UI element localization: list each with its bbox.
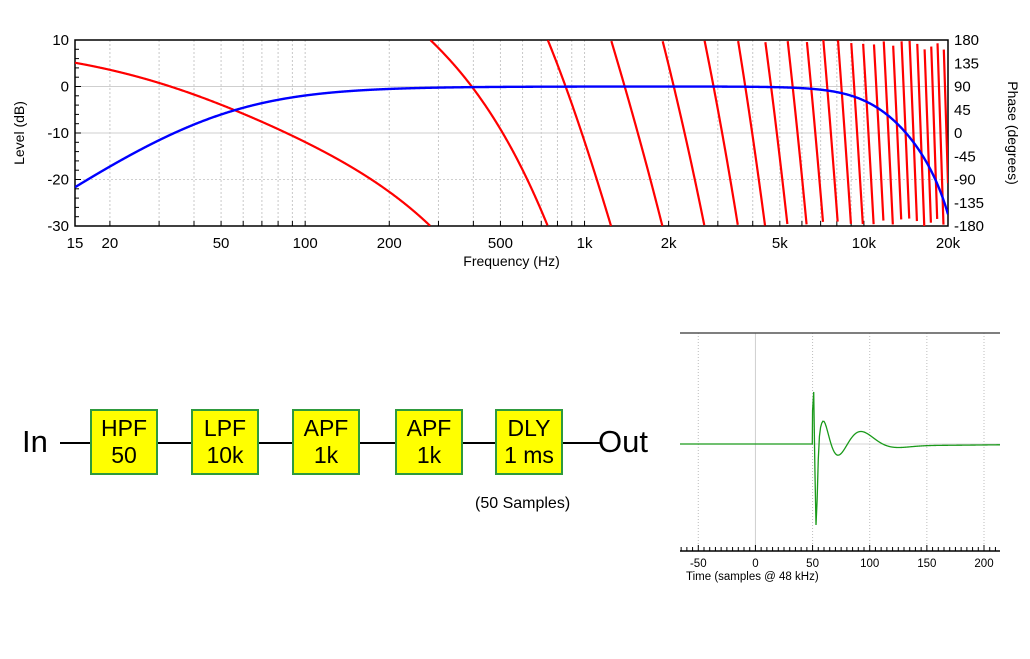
delay-samples-note: (50 Samples) <box>475 495 571 512</box>
phase-curve-segment <box>737 40 767 226</box>
phase-curve-segment <box>900 41 911 219</box>
block-type: APF <box>303 415 349 441</box>
block-value: 50 <box>111 442 137 468</box>
block-type: HPF <box>101 415 147 441</box>
x-tick-label: 50 <box>213 235 230 252</box>
x-tick-label: 5k <box>772 235 788 252</box>
phase-curve-segment <box>786 41 808 225</box>
phase-curve-segment <box>862 43 875 225</box>
block-apf-2: APF 1k <box>395 409 463 475</box>
y-tick-label: -30 <box>47 218 69 235</box>
block-type: DLY <box>507 415 551 441</box>
x-tick-label: 100 <box>860 558 879 570</box>
x-axis-title: Time (samples @ 48 kHz) <box>686 571 819 583</box>
x-tick-label: 500 <box>488 235 513 252</box>
block-value: 1k <box>416 442 442 468</box>
y2-tick-label: -180 <box>954 218 984 235</box>
y-tick-label: 0 <box>61 79 69 96</box>
x-tick-label: 200 <box>974 558 993 570</box>
x-tick-label: 200 <box>377 235 402 252</box>
block-delay: DLY 1 ms <box>495 409 563 475</box>
y2-tick-label: 180 <box>954 32 979 49</box>
y-tick-label: -10 <box>47 125 69 142</box>
phase-curve-segment <box>916 43 926 226</box>
block-value: 1 ms <box>504 442 554 468</box>
phase-curve-segment <box>908 40 919 222</box>
phase-curve-segment <box>850 42 864 225</box>
y2-tick-label: -90 <box>954 172 976 189</box>
phase-curve-segment <box>75 61 431 226</box>
phase-curve-segment <box>942 49 948 184</box>
phase-curve-segment <box>836 40 853 224</box>
x-tick-label: 0 <box>752 558 758 570</box>
x-tick-label: 20 <box>102 235 119 252</box>
phase-curve-segment <box>892 45 903 220</box>
phase-curve-segment <box>703 40 739 226</box>
x-tick-label: 20k <box>936 235 961 252</box>
plot-frame <box>74 39 949 227</box>
x-axis-title: Frequency (Hz) <box>463 253 559 269</box>
block-value: 10k <box>206 442 244 468</box>
y2-tick-label: 90 <box>954 79 971 96</box>
x-tick-label: -50 <box>690 558 707 570</box>
y-tick-label: 10 <box>52 32 69 49</box>
phase-curve-segment <box>661 41 706 226</box>
x-tick-label: 50 <box>806 558 819 570</box>
y2-tick-label: -45 <box>954 148 976 165</box>
x-tick-label: 150 <box>917 558 936 570</box>
impulse-response-chart: -50 0 50 100 150 200 Time (samples @ 48 kHz) <box>680 332 1000 583</box>
x-tick-label: 10k <box>852 235 877 252</box>
phase-curve-segment <box>822 40 839 222</box>
block-hpf: HPF 50 <box>90 409 158 475</box>
block-value: 1k <box>313 442 339 468</box>
block-lpf: LPF 10k <box>191 409 259 475</box>
phase-curve-segment <box>429 40 549 226</box>
x-tick-label: 2k <box>661 235 677 252</box>
phase-curve-segment <box>923 49 932 223</box>
curves <box>75 40 948 226</box>
y2-tick-label: 135 <box>954 55 979 72</box>
y2-tick-label: 0 <box>954 125 962 142</box>
x-tick-label: 15 <box>67 235 84 252</box>
phase-curve-segment <box>872 44 885 221</box>
impulse-response-curve <box>680 391 1000 526</box>
level-curve <box>75 85 948 215</box>
x-tick-label: 100 <box>293 235 318 252</box>
frequency-response-chart: 15 20 50 100 200 500 1k 2k 5k 10k 20k100-10-20-301… <box>11 32 1021 269</box>
block-apf-1: APF 1k <box>292 409 360 475</box>
phase-curve-segment <box>882 41 894 225</box>
phase-curve-segment <box>930 46 939 219</box>
x-tick-label: 1k <box>577 235 593 252</box>
output-label: Out <box>598 424 648 459</box>
impulse-curve-group <box>680 391 1000 526</box>
block-type: APF <box>406 415 452 441</box>
phase-curve-segment <box>764 42 789 225</box>
y2-tick-label: -135 <box>954 195 984 212</box>
input-label: In <box>22 424 48 459</box>
phase-curve-segment <box>610 40 664 226</box>
y-axis-title: Level (dB) <box>11 101 27 165</box>
phase-curve-segment <box>546 40 613 226</box>
phase-curve-segment <box>805 41 825 222</box>
block-type: LPF <box>203 415 247 441</box>
y2-tick-label: 45 <box>954 102 971 119</box>
y-tick-label: -20 <box>47 172 69 189</box>
y2-axis-title: Phase (degrees) <box>1005 81 1021 185</box>
